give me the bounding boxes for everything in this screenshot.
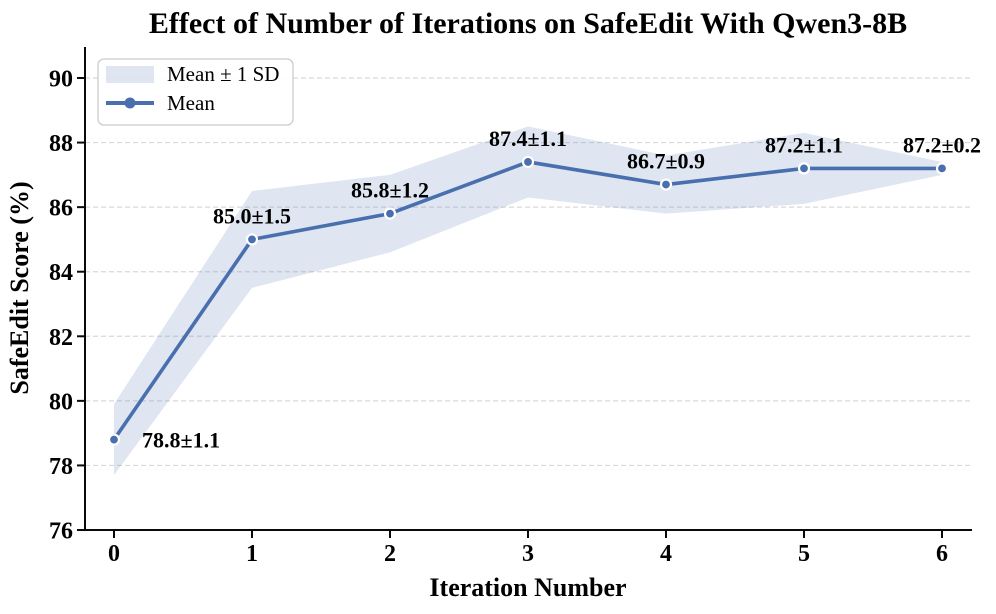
y-tick-label: 76 — [49, 519, 73, 545]
data-point-marker — [521, 155, 535, 169]
data-point-marker — [107, 433, 121, 446]
data-label: 85.0±1.5 — [213, 203, 291, 228]
data-label: 87.4±1.1 — [489, 126, 567, 151]
data-label: 78.8±1.1 — [142, 428, 220, 453]
y-tick-label: 78 — [49, 454, 73, 480]
x-tick-label: 3 — [522, 541, 534, 567]
x-axis-label: Iteration Number — [429, 573, 626, 602]
x-tick-label: 6 — [936, 541, 948, 567]
legend-label-band: Mean ± 1 SD — [167, 62, 279, 86]
legend-box — [97, 58, 294, 126]
data-label: 87.2±1.1 — [765, 132, 843, 157]
data-label: 85.8±1.2 — [351, 178, 429, 203]
data-point-marker — [659, 178, 673, 191]
data-label: 86.7±0.9 — [627, 149, 705, 174]
y-tick-label: 88 — [49, 131, 73, 157]
data-point-marker — [935, 162, 949, 175]
y-tick-label: 82 — [49, 325, 73, 351]
data-point-marker — [245, 233, 259, 246]
y-tick-label: 84 — [49, 260, 73, 286]
axis-layer: 76 78 80 82 84 86 88 90 0 1 2 3 4 5 6 — [49, 47, 972, 567]
y-tick-label: 80 — [49, 389, 73, 415]
x-tick-label: 4 — [660, 541, 672, 567]
x-tick-label: 2 — [384, 541, 396, 567]
chart-title: Effect of Number of Iterations on SafeEd… — [149, 7, 907, 40]
legend: Mean ± 1 SD Mean — [97, 58, 294, 126]
y-tick-label: 86 — [49, 196, 73, 222]
line-layer — [107, 155, 949, 446]
data-label: 87.2±0.2 — [903, 132, 981, 157]
y-tick-label: 90 — [49, 67, 73, 93]
band-layer — [114, 126, 942, 476]
legend-band-swatch-icon — [106, 66, 154, 83]
annotation-layer: 78.8±1.1 85.0±1.5 85.8±1.2 87.4±1.1 86.7±0.9… — [142, 126, 981, 453]
x-tick-label: 0 — [108, 541, 120, 567]
data-point-marker — [797, 162, 811, 175]
data-point-marker — [383, 207, 397, 220]
x-tick-label: 1 — [246, 541, 258, 567]
sd-band — [114, 126, 942, 476]
y-axis-label: SafeEdit Score (%) — [5, 181, 34, 394]
legend-marker-swatch-icon — [124, 97, 136, 109]
x-tick-label: 5 — [798, 541, 810, 567]
legend-label-mean: Mean — [167, 91, 215, 115]
